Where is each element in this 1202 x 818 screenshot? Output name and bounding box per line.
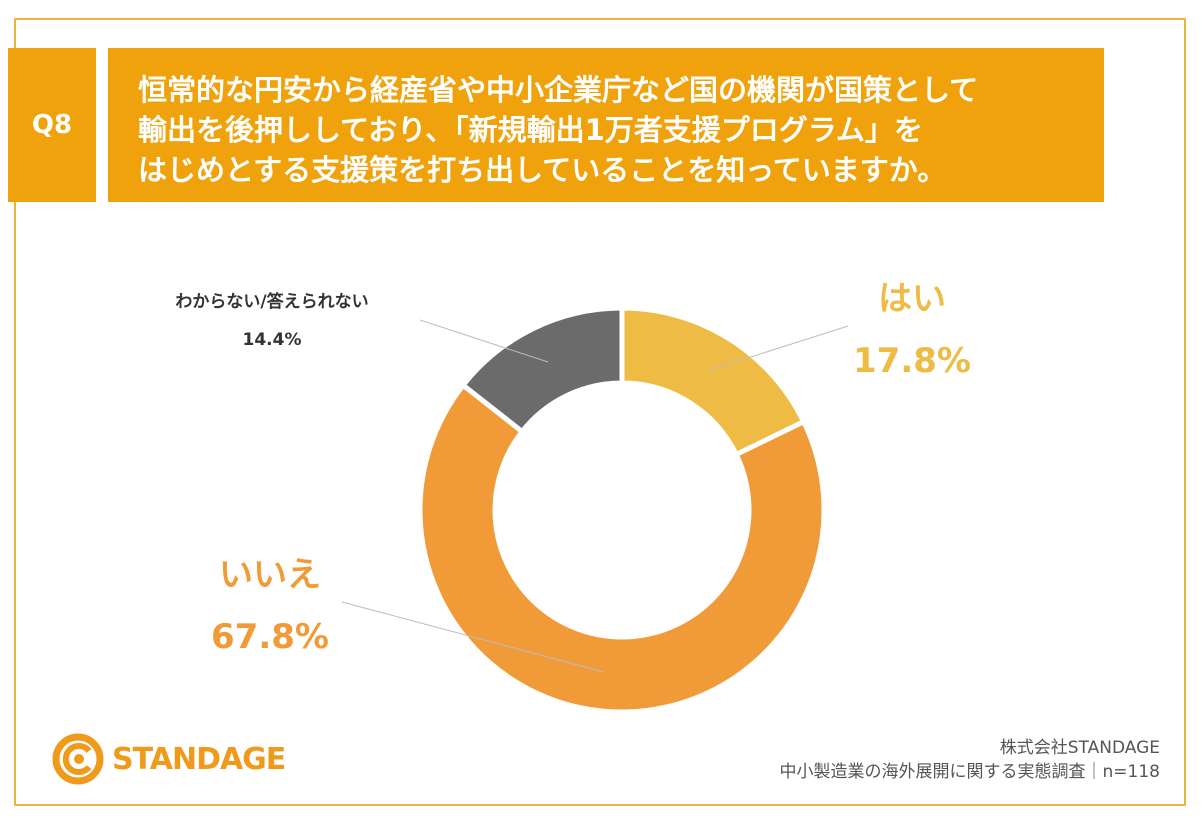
leader-line-unknown	[419, 319, 549, 363]
logo-text: STANDAGE	[112, 741, 286, 777]
leader-lines	[341, 319, 849, 673]
label-no: いいえ	[219, 555, 321, 595]
standage-logo-icon	[52, 733, 104, 785]
question-number: Q8	[31, 110, 73, 140]
value-unknown: 14.4%	[243, 330, 302, 350]
standage-logo: STANDAGE	[52, 733, 286, 785]
donut-slices	[417, 305, 827, 715]
value-yes: 17.8%	[853, 341, 971, 381]
leader-line-no	[341, 601, 605, 673]
outer-frame	[14, 18, 1186, 806]
question-number-badge: Q8	[8, 48, 96, 202]
company-name: 株式会社STANDAGE	[999, 738, 1160, 758]
credits: 株式会社STANDAGE 中小製造業の海外展開に関する実態調査｜n=118	[780, 736, 1160, 784]
survey-info: 中小製造業の海外展開に関する実態調査｜n=118	[779, 762, 1160, 782]
question-text-box: 恒常的な円安から経産省や中小企業庁など国の機関が国策として 輸出を後押ししており…	[108, 48, 1104, 202]
value-no: 67.8%	[211, 617, 329, 657]
question-line-3: はじめとする支援策を打ち出していることを知っていますか。	[138, 153, 947, 187]
question-line-1: 恒常的な円安から経産省や中小企業庁など国の機関が国策として	[138, 73, 979, 107]
label-unknown: わからない/答えられない	[175, 291, 368, 312]
question-line-2: 輸出を後押ししており、「新規輸出1万者支援プログラム」を	[138, 113, 923, 147]
label-yes: はい	[878, 279, 946, 319]
slice-no	[417, 381, 827, 715]
leader-line-yes	[709, 325, 849, 371]
